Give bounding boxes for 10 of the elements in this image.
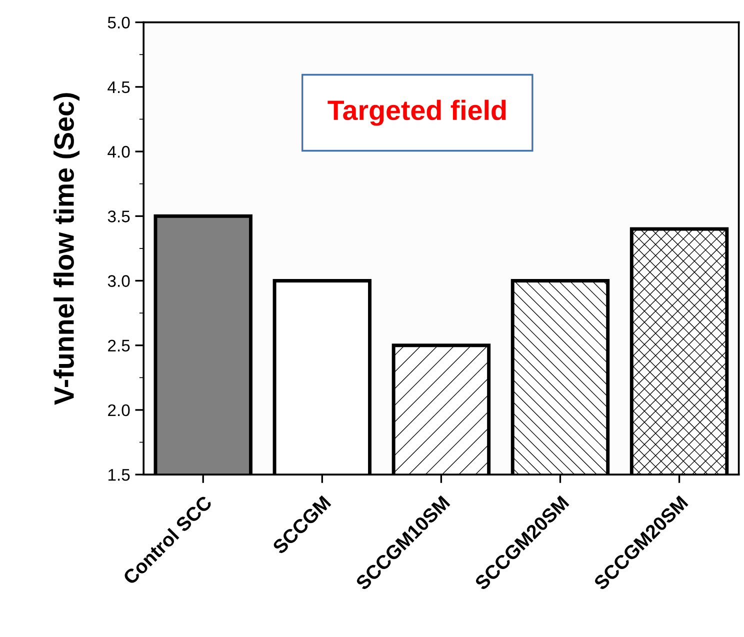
y-tick-label: 2.0 <box>108 404 130 416</box>
y-tick-label: 3.5 <box>108 210 130 222</box>
y-tick-label: 1.5 <box>108 469 130 481</box>
y-tick-label: 3.0 <box>108 275 130 287</box>
y-axis-title: V-funnel flow time (Sec) <box>54 93 80 405</box>
annotation: Targeted field <box>328 100 506 126</box>
y-tick-label: 4.5 <box>108 81 130 94</box>
y-tick-label: 2.5 <box>108 340 130 352</box>
y-tick-label: 4.0 <box>108 146 130 158</box>
y-tick-label: 5.0 <box>108 16 130 28</box>
